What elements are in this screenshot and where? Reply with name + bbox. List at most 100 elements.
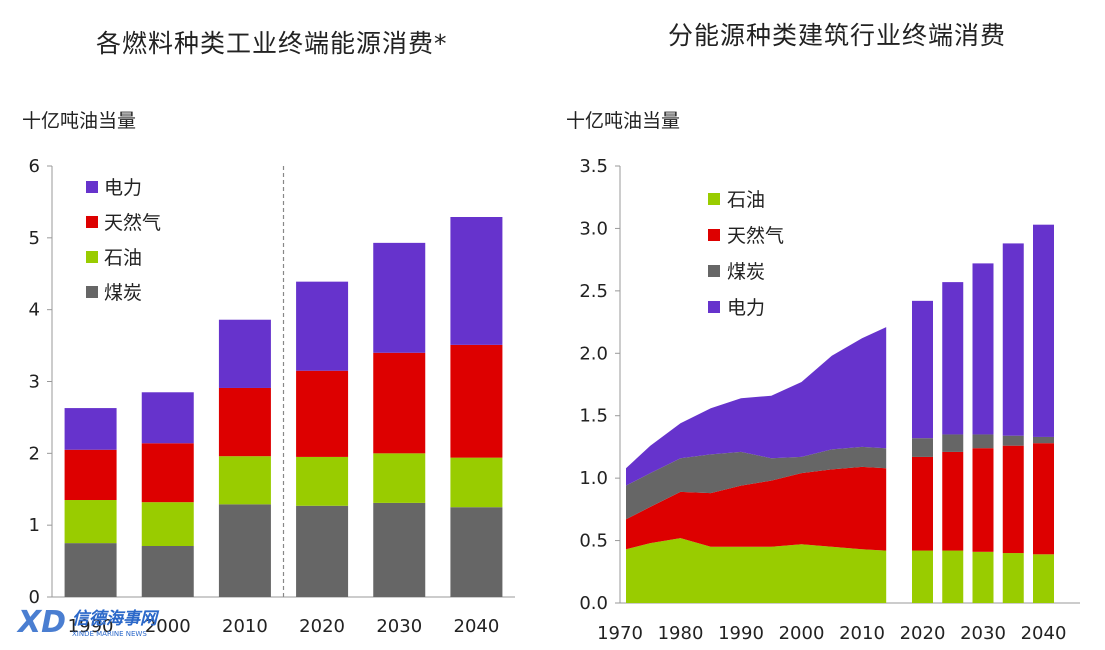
right-bar-segment <box>1002 553 1024 603</box>
right-area-band <box>626 466 887 551</box>
left-x-tick-label: 2010 <box>222 616 268 637</box>
right-chart: 0.0 0.5 1.0 1.5 2.0 2.5 3.0 3.5 1970 1980 1990 2000… <box>579 156 1080 644</box>
right-x-tick-label: 2040 <box>1021 623 1067 644</box>
right-area-band <box>626 327 887 486</box>
right-bar-segment <box>942 550 964 603</box>
right-bar-segment <box>1002 243 1024 436</box>
left-y-tick-label: 6 <box>29 156 40 177</box>
right-bar-segment <box>1002 445 1024 554</box>
left-legend-swatch <box>86 216 98 228</box>
left-bar-segment <box>450 344 503 458</box>
left-bar-segment <box>141 545 194 597</box>
left-legend-label: 电力 <box>104 177 142 199</box>
left-chart-title: 各燃料种类工业终端能源消费* <box>96 29 448 58</box>
left-x-tick-label: 2020 <box>299 616 345 637</box>
left-legend-label: 煤炭 <box>104 282 142 304</box>
left-bar-segment <box>141 392 194 444</box>
right-bar-segment <box>972 434 994 449</box>
left-bar-segment <box>296 281 349 371</box>
left-bar-segment <box>296 505 349 597</box>
left-y-tick-label: 5 <box>29 228 40 249</box>
right-x-tick-label: 1980 <box>658 623 704 644</box>
left-bar-segment <box>218 504 271 597</box>
right-y-tick-label: 1.5 <box>579 406 608 427</box>
right-y-tick-label: 0.5 <box>579 531 608 552</box>
right-y-axis-label: 十亿吨油当量 <box>566 110 681 132</box>
right-y-tick-label: 3.5 <box>579 156 608 177</box>
right-legend-swatch <box>708 265 720 277</box>
left-bar-segment <box>296 370 349 457</box>
left-legend-label: 天然气 <box>104 212 161 234</box>
left-y-tick-label: 3 <box>29 372 40 393</box>
left-x-tick-label: 1990 <box>68 616 114 637</box>
left-legend-label: 石油 <box>104 247 142 269</box>
left-legend-swatch <box>86 286 98 298</box>
left-y-tick-label: 2 <box>29 443 40 464</box>
right-legend-swatch <box>708 229 720 241</box>
right-x-tick-label: 2000 <box>779 623 825 644</box>
right-y-tick-label: 1.0 <box>579 468 608 489</box>
right-legend-label: 天然气 <box>727 225 784 247</box>
left-bar-segment <box>218 387 271 457</box>
left-bar-segment <box>450 217 503 345</box>
right-legend-label: 电力 <box>727 297 765 319</box>
right-bar-segment <box>912 300 933 439</box>
right-bar-segment <box>972 263 994 435</box>
left-bar-segment <box>373 502 426 597</box>
left-bar-segment <box>373 242 426 353</box>
right-bar-segment <box>942 451 964 551</box>
left-bar-segment <box>64 449 117 501</box>
left-y-tick-label: 0 <box>29 587 40 608</box>
right-legend-label: 煤炭 <box>727 261 765 283</box>
left-bar-segment <box>373 453 426 503</box>
right-area-band <box>626 446 887 520</box>
right-legend-swatch <box>708 301 720 313</box>
left-legend-swatch <box>86 181 98 193</box>
left-bar-segment <box>218 456 271 505</box>
right-legend-label: 石油 <box>727 189 765 211</box>
right-bar-segment <box>942 282 964 435</box>
left-x-tick-label: 2000 <box>145 616 191 637</box>
right-chart-title: 分能源种类建筑行业终端消费 <box>668 21 1007 50</box>
left-x-tick-label: 2030 <box>376 616 422 637</box>
right-y-tick-label: 0.0 <box>579 593 608 614</box>
right-bar-segment <box>1033 436 1054 444</box>
watermark-text: 信德海事网 <box>72 609 160 629</box>
right-x-tick-label: 2010 <box>839 623 885 644</box>
right-x-tick-label: 2020 <box>900 623 946 644</box>
right-y-tick-label: 2.0 <box>579 343 608 364</box>
left-bar-segment <box>64 543 117 597</box>
right-bar-segment <box>1033 224 1054 437</box>
right-x-tick-label: 1990 <box>718 623 764 644</box>
right-x-tick-label: 1970 <box>597 623 643 644</box>
left-bar-segment <box>64 500 117 544</box>
right-y-tick-label: 2.5 <box>579 281 608 302</box>
right-x-tick-label: 2030 <box>960 623 1006 644</box>
right-bar-segment <box>912 456 933 551</box>
left-y-tick-label: 4 <box>29 300 40 321</box>
left-bar-segment <box>296 456 349 506</box>
right-y-tick-label: 3.0 <box>579 218 608 239</box>
left-bar-segment <box>218 319 271 388</box>
watermark-logo: XD 信德海事网 XINDE MARINE NEWS <box>16 605 160 640</box>
left-bar-segment <box>450 457 503 508</box>
watermark-subtext: XINDE MARINE NEWS <box>72 630 147 638</box>
right-bar-segment <box>1033 554 1054 603</box>
right-bar-segment <box>942 434 964 452</box>
left-y-tick-label: 1 <box>29 515 40 536</box>
left-legend-swatch <box>86 251 98 263</box>
left-bar-segment <box>141 443 194 503</box>
right-bar-segment <box>972 448 994 552</box>
left-bar-segment <box>64 408 117 450</box>
right-bar-segment <box>972 551 994 603</box>
left-y-axis-label: 十亿吨油当量 <box>22 110 137 132</box>
right-bar-segment <box>912 438 933 457</box>
right-legend-swatch <box>708 193 720 205</box>
right-bar-segment <box>1033 443 1054 555</box>
right-bar-segment <box>912 550 933 603</box>
watermark-xd-mark: XD <box>16 605 66 640</box>
left-bar-segment <box>450 507 503 597</box>
left-x-tick-label: 2040 <box>454 616 500 637</box>
